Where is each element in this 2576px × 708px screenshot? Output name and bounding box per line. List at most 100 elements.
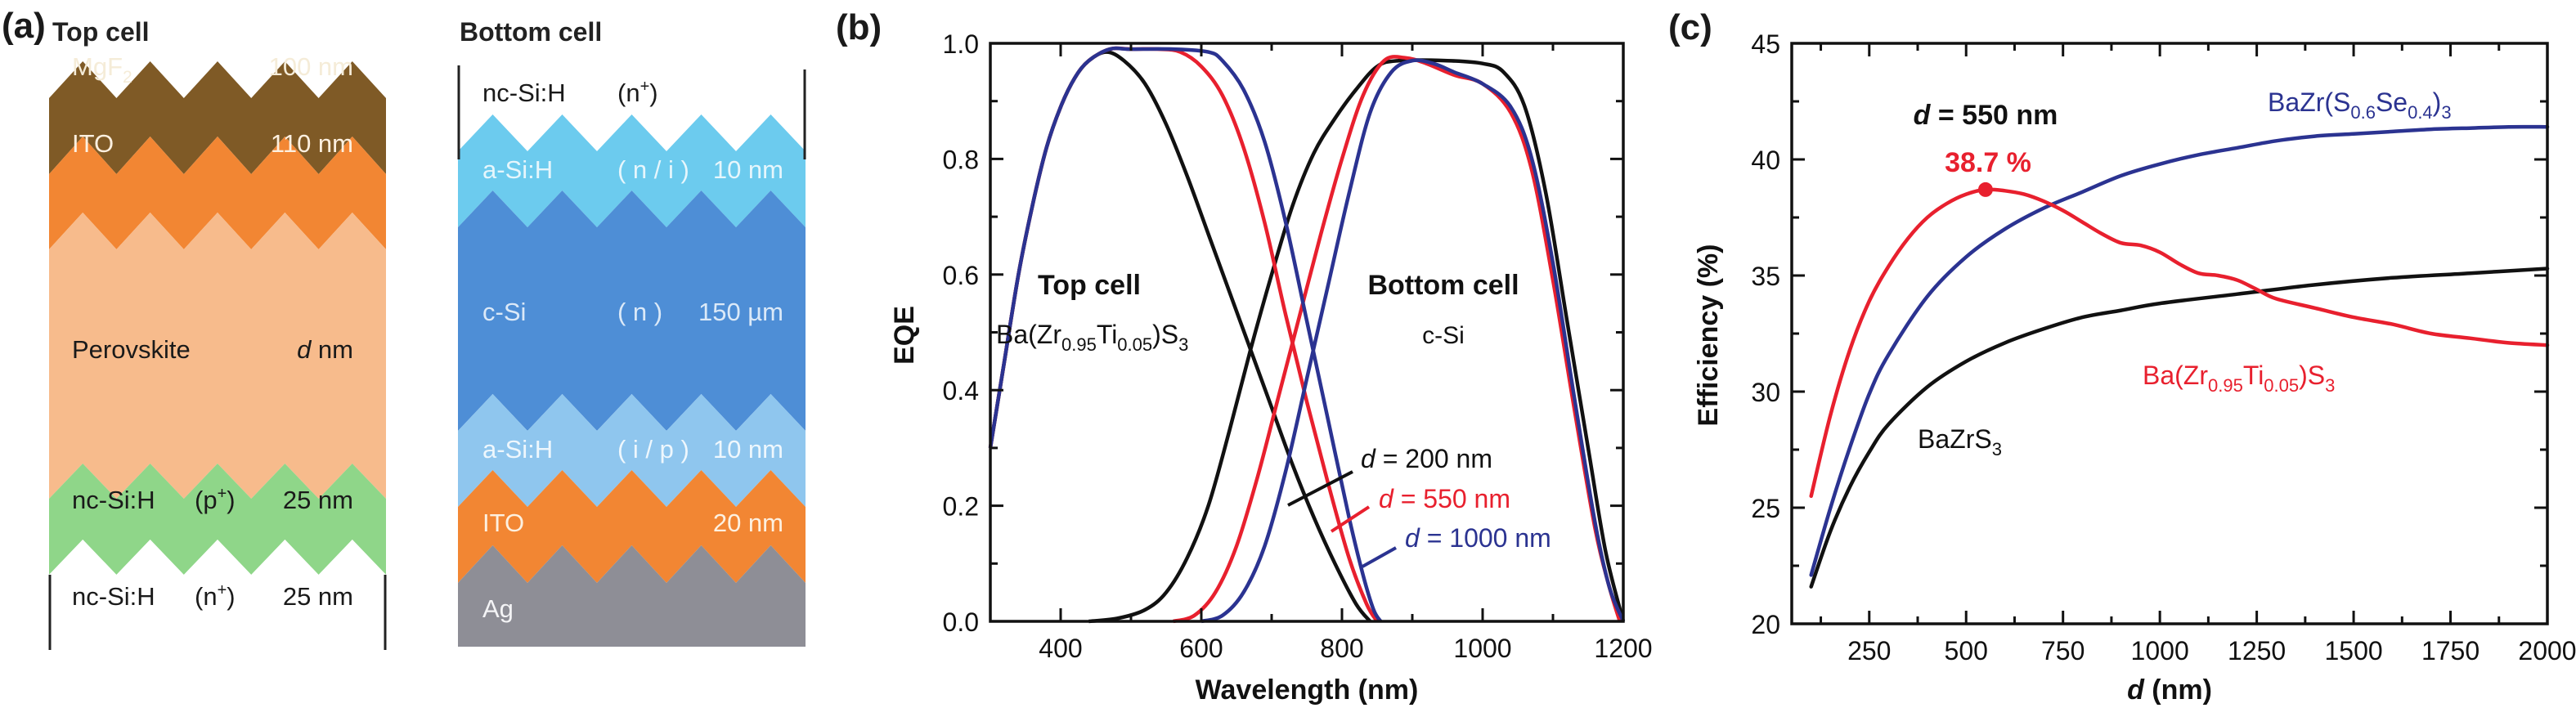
layer-a-si-h xyxy=(458,394,806,507)
layer-name: nc-Si:H xyxy=(72,582,155,611)
layer-thickness: 150 µm xyxy=(698,298,783,326)
layer-name: nc-Si:H xyxy=(72,486,155,514)
eqe-series-4 xyxy=(1172,55,1622,624)
panel-c-label: (c) xyxy=(1668,7,1712,47)
y-tick-label: 0.8 xyxy=(943,145,979,174)
layer-c-si xyxy=(458,190,806,431)
layer-a-si-h xyxy=(458,114,806,227)
efficiency-series-labels: BaZr(S0.6Se0.4)3 Ba(Zr0.95Ti0.05)S3 BaZrS3 xyxy=(1918,87,2452,459)
y-tick-label: 30 xyxy=(1751,378,1780,407)
layer-thickness: d nm xyxy=(297,335,353,364)
x-tick-label: 1250 xyxy=(2228,636,2286,665)
panel-b-label: (b) xyxy=(836,7,882,47)
layer-doping: ( i / p ) xyxy=(617,435,689,464)
x-tick-label: 250 xyxy=(1847,636,1891,665)
legend-entry: d = 1000 nm xyxy=(1405,523,1551,553)
y-tick-label: 40 xyxy=(1751,146,1780,175)
x-tick-label: 2000 xyxy=(2518,636,2576,665)
layer-doping: (p+) xyxy=(195,485,236,514)
eqe-series-5 xyxy=(1200,58,1626,624)
y-tick-label: 0.4 xyxy=(943,376,979,406)
x-tick-label: 1200 xyxy=(1594,634,1652,663)
layer-ito xyxy=(49,137,386,249)
eqe-curves xyxy=(988,46,1626,624)
layer-thickness: 20 nm xyxy=(713,509,783,537)
y-tick-label: 1.0 xyxy=(943,29,979,59)
top-cell-material-annotation: Ba(Zr0.95Ti0.05)S3 xyxy=(996,320,1188,355)
efficiency-axes: 250 500 750 1000 1250 1500 1750 2000 20 25 30 35 40 4… xyxy=(1751,29,2576,665)
bottom-cell-annotation: Bottom cell xyxy=(1367,270,1519,301)
bottom-cell-material-annotation: c-Si xyxy=(1422,322,1465,349)
layer-doping: ( n ) xyxy=(617,298,662,326)
efficiency-series-1 xyxy=(1809,124,2550,577)
layer-doping: ( n / i ) xyxy=(617,155,689,184)
efficiency-x-axis-label: d (nm) xyxy=(2127,674,2212,706)
x-tick-label: 1000 xyxy=(2131,636,2189,665)
series-label: Ba(Zr0.95Ti0.05)S3 xyxy=(2143,361,2335,396)
eqe-x-axis-label: Wavelength (nm) xyxy=(1196,674,1419,706)
series-label: BaZrS3 xyxy=(1918,424,2002,459)
legend-entry: d = 200 nm xyxy=(1361,444,1492,473)
layer-mgf xyxy=(49,61,386,174)
x-tick-label: 750 xyxy=(2041,636,2085,665)
eqe-series-3 xyxy=(1088,58,1626,624)
y-tick-label: 0.0 xyxy=(943,607,979,637)
y-tick-label: 20 xyxy=(1751,610,1780,639)
layer-name: Ag xyxy=(482,594,514,623)
eqe-thickness-legend: d = 200 nm d = 550 nm d = 1000 nm xyxy=(1287,444,1551,568)
layer-thickness: 25 nm xyxy=(283,486,353,514)
layer-thickness: 10 nm xyxy=(713,155,783,184)
layer-name: ITO xyxy=(72,129,114,158)
y-tick-label: 45 xyxy=(1751,29,1780,59)
optimum-efficiency-annotation: 38.7 % xyxy=(1945,147,2031,178)
x-tick-label: 1000 xyxy=(1453,634,1511,663)
layer-thickness: 100 nm xyxy=(269,52,353,81)
bottom-cell-stack: nc-Si:H (n+) a-Si:H ( n / i ) 10 nm c-Si ( n )… xyxy=(457,65,806,647)
y-tick-label: 35 xyxy=(1751,262,1780,291)
eqe-axes: 400 600 800 1000 1200 0.0 0.2 0.4 0.6 0.8 1.0 xyxy=(943,29,1653,663)
x-tick-label: 1750 xyxy=(2421,636,2480,665)
layer-name: a-Si:H xyxy=(482,155,553,184)
layer-name: c-Si xyxy=(482,298,526,326)
efficiency-y-axis-label: Efficiency (%) xyxy=(1693,244,1724,427)
y-tick-label: 0.2 xyxy=(943,492,979,522)
y-tick-label: 25 xyxy=(1751,494,1780,523)
legend-leader-line xyxy=(1362,546,1397,568)
y-tick-label: 0.6 xyxy=(943,261,979,290)
series-label: BaZr(S0.6Se0.4)3 xyxy=(2268,87,2452,123)
optimum-marker xyxy=(1977,181,1993,197)
eqe-y-axis-label: EQE xyxy=(889,306,920,365)
layer-name: nc-Si:H xyxy=(482,78,566,107)
layer-name: ITO xyxy=(482,509,524,537)
top-cell-title: Top cell xyxy=(52,17,150,47)
panel-a-label: (a) xyxy=(2,6,46,46)
panel-c-efficiency-chart: (c) 250 500 750 1000 1250 1500 1750 2000 20 25 30 3… xyxy=(1668,7,2576,706)
bottom-cell-title: Bottom cell xyxy=(460,17,602,47)
efficiency-series-2 xyxy=(1809,267,2550,589)
x-tick-label: 600 xyxy=(1179,634,1223,663)
top-cell-annotation: Top cell xyxy=(1038,270,1141,301)
layer-thickness: 25 nm xyxy=(283,582,353,611)
eqe-series-2 xyxy=(988,46,1383,623)
layer-ag xyxy=(458,545,806,647)
layer-name: Perovskite xyxy=(72,335,191,364)
x-tick-label: 400 xyxy=(1039,634,1082,663)
legend-leader-line xyxy=(1287,470,1353,507)
layer-thickness: 110 nm xyxy=(271,129,353,158)
legend-entry: d = 550 nm xyxy=(1379,484,1510,513)
layer-doping: (n+) xyxy=(617,78,658,107)
layer-nc-si-h xyxy=(49,464,386,575)
x-tick-label: 800 xyxy=(1320,634,1363,663)
optimum-thickness-annotation: d = 550 nm xyxy=(1914,100,2058,131)
x-tick-label: 500 xyxy=(1945,636,1988,665)
layer-nc-si-h xyxy=(458,65,806,151)
layer-nc-si-h xyxy=(49,540,386,650)
legend-leader-line xyxy=(1330,505,1371,533)
efficiency-series-0 xyxy=(1809,187,2550,499)
efficiency-curves xyxy=(1809,124,2550,589)
layer-perovskite xyxy=(49,213,386,499)
layer-name: a-Si:H xyxy=(482,435,553,464)
